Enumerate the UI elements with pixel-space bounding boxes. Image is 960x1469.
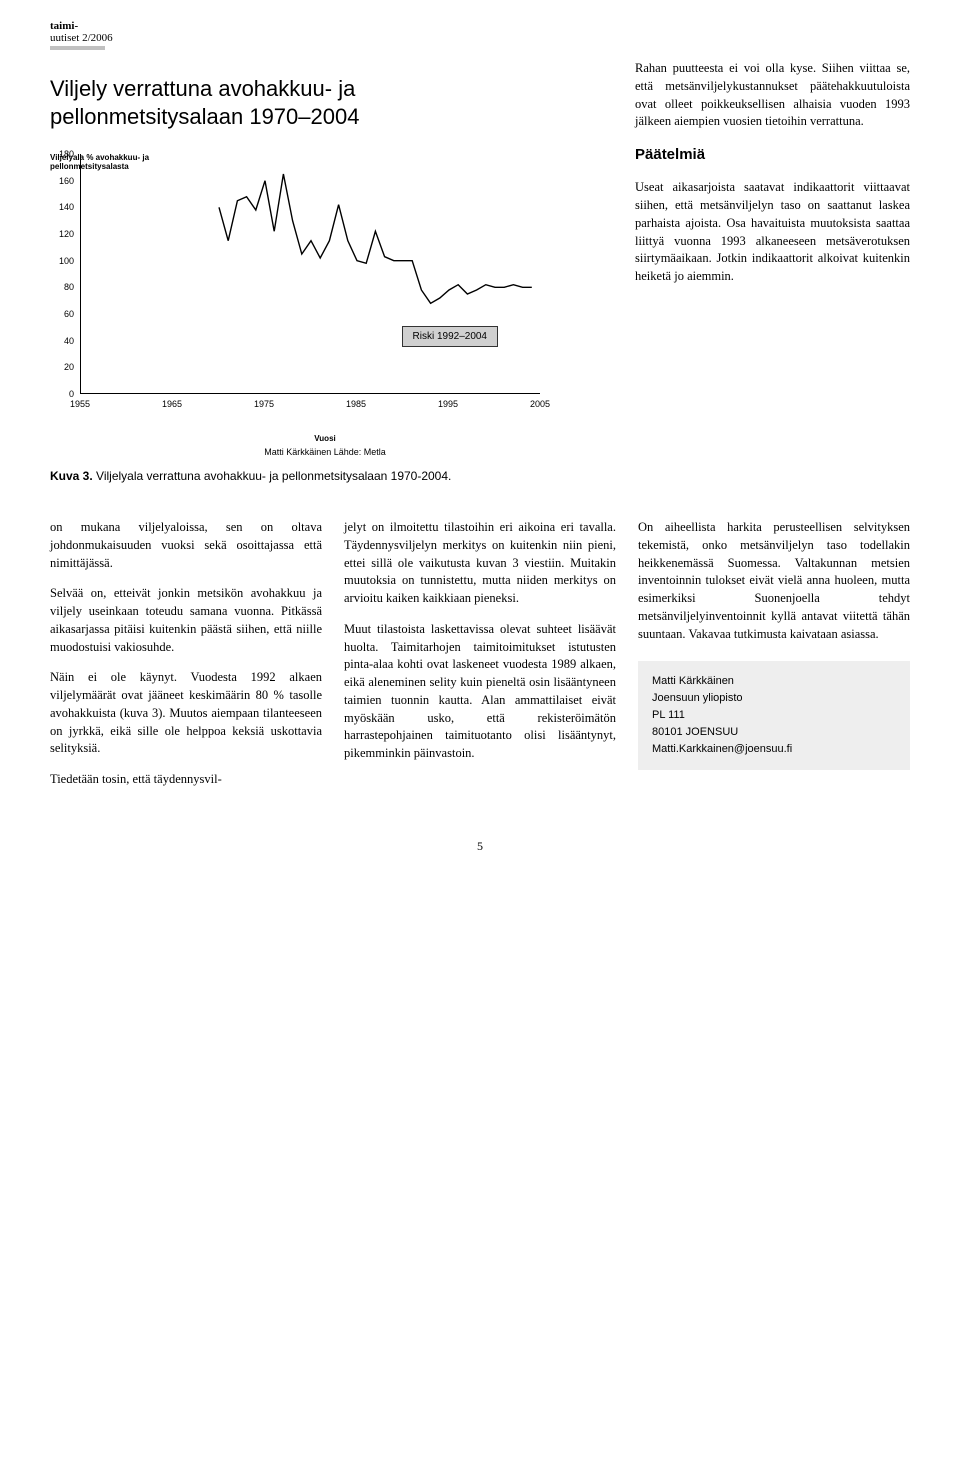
chart-xtick: 1975: [254, 399, 274, 409]
page-number: 5: [50, 839, 910, 854]
chart-xtick: 1985: [346, 399, 366, 409]
chart-xtick: 2005: [530, 399, 550, 409]
chart-ytick: 80: [64, 282, 74, 292]
chart-ytick: 0: [69, 389, 74, 399]
chart-ytick: 160: [59, 176, 74, 186]
column-3: On aiheellista harkita perusteellisen se…: [638, 519, 910, 789]
chart-xtick: 1995: [438, 399, 458, 409]
col1-p1: on mukana viljelyaloissa, sen on oltava …: [50, 519, 322, 572]
page-header: taimi- uutiset 2/2006: [50, 20, 910, 50]
chart-xlabel: Vuosi: [50, 434, 570, 443]
figure-caption-text: Viljelyala verrattuna avohakkuu- ja pell…: [96, 469, 451, 483]
author-box: Matti Kärkkäinen Joensuun yliopisto PL 1…: [638, 661, 910, 770]
section-heading: Päätelmiä: [635, 144, 910, 165]
risk-box-label: Riski 1992–2004: [413, 331, 488, 342]
chart-line: [219, 174, 532, 303]
chart-xaxis: 195519651975198519952005: [80, 396, 540, 414]
risk-box: Riski 1992–2004: [402, 326, 499, 347]
col1-p4: Tiedetään tosin, että täydennysvil-: [50, 771, 322, 789]
chart-ytick: 140: [59, 202, 74, 212]
author-affiliation: Joensuun yliopisto: [652, 690, 896, 707]
right-p1: Rahan puutteesta ei voi olla kyse. Siihe…: [635, 60, 910, 131]
header-line1: taimi-: [50, 20, 910, 32]
column-2: jelyt on ilmoitettu tilastoihin eri aiko…: [344, 519, 616, 789]
chart-xtick: 1955: [70, 399, 90, 409]
figure-caption-b: Kuva 3.: [50, 469, 93, 483]
chart-title-l2: pellonmetsitysalaan 1970–2004: [50, 104, 359, 129]
col2-p2: Muut tilastoista laskettavissa olevat su…: [344, 621, 616, 763]
chart-ytick: 40: [64, 336, 74, 346]
chart-title-l1: Viljely verrattuna avohakkuu- ja: [50, 76, 355, 101]
author-email: Matti.Karkkainen@joensuu.fi: [652, 741, 896, 758]
col2-p1: jelyt on ilmoitettu tilastoihin eri aiko…: [344, 519, 616, 608]
author-address: PL 111: [652, 707, 896, 724]
right-top-column: Rahan puutteesta ei voi olla kyse. Siihe…: [635, 60, 910, 299]
chart-line-svg: [81, 154, 541, 394]
column-1: on mukana viljelyaloissa, sen on oltava …: [50, 519, 322, 789]
author-name: Matti Kärkkäinen: [652, 673, 896, 690]
body-columns: on mukana viljelyaloissa, sen on oltava …: [50, 519, 910, 789]
author-postal: 80101 JOENSUU: [652, 724, 896, 741]
chart-container: Viljelyala % avohakkuu- ja pellonmetsity…: [50, 154, 570, 457]
header-line2: uutiset 2/2006: [50, 32, 910, 44]
chart-ytick: 180: [59, 149, 74, 159]
header-underline: [50, 46, 105, 50]
chart-figure: Viljely verrattuna avohakkuu- ja pellonm…: [50, 75, 570, 483]
chart-plot: Riski 1992–2004: [80, 154, 540, 394]
chart-ytick: 120: [59, 229, 74, 239]
right-p2: Useat aikasarjoista saatavat indikaattor…: [635, 179, 910, 286]
col1-p3: Näin ei ole käynyt. Vuodesta 1992 alkaen…: [50, 669, 322, 758]
col3-p1: On aiheellista harkita perusteellisen se…: [638, 519, 910, 643]
chart-area: 020406080100120140160180 Riski 1992–2004…: [50, 154, 570, 414]
chart-ytick: 60: [64, 309, 74, 319]
chart-yaxis: 020406080100120140160180: [50, 154, 80, 394]
chart-xtick: 1965: [162, 399, 182, 409]
col1-p2: Selvää on, etteivät jonkin metsikön avoh…: [50, 585, 322, 656]
chart-title: Viljely verrattuna avohakkuu- ja pellonm…: [50, 75, 570, 130]
chart-ytick: 100: [59, 256, 74, 266]
chart-ytick: 20: [64, 362, 74, 372]
chart-credit: Matti Kärkkäinen Lähde: Metla: [50, 447, 570, 457]
figure-caption: Kuva 3. Viljelyala verrattuna avohakkuu-…: [50, 469, 570, 483]
